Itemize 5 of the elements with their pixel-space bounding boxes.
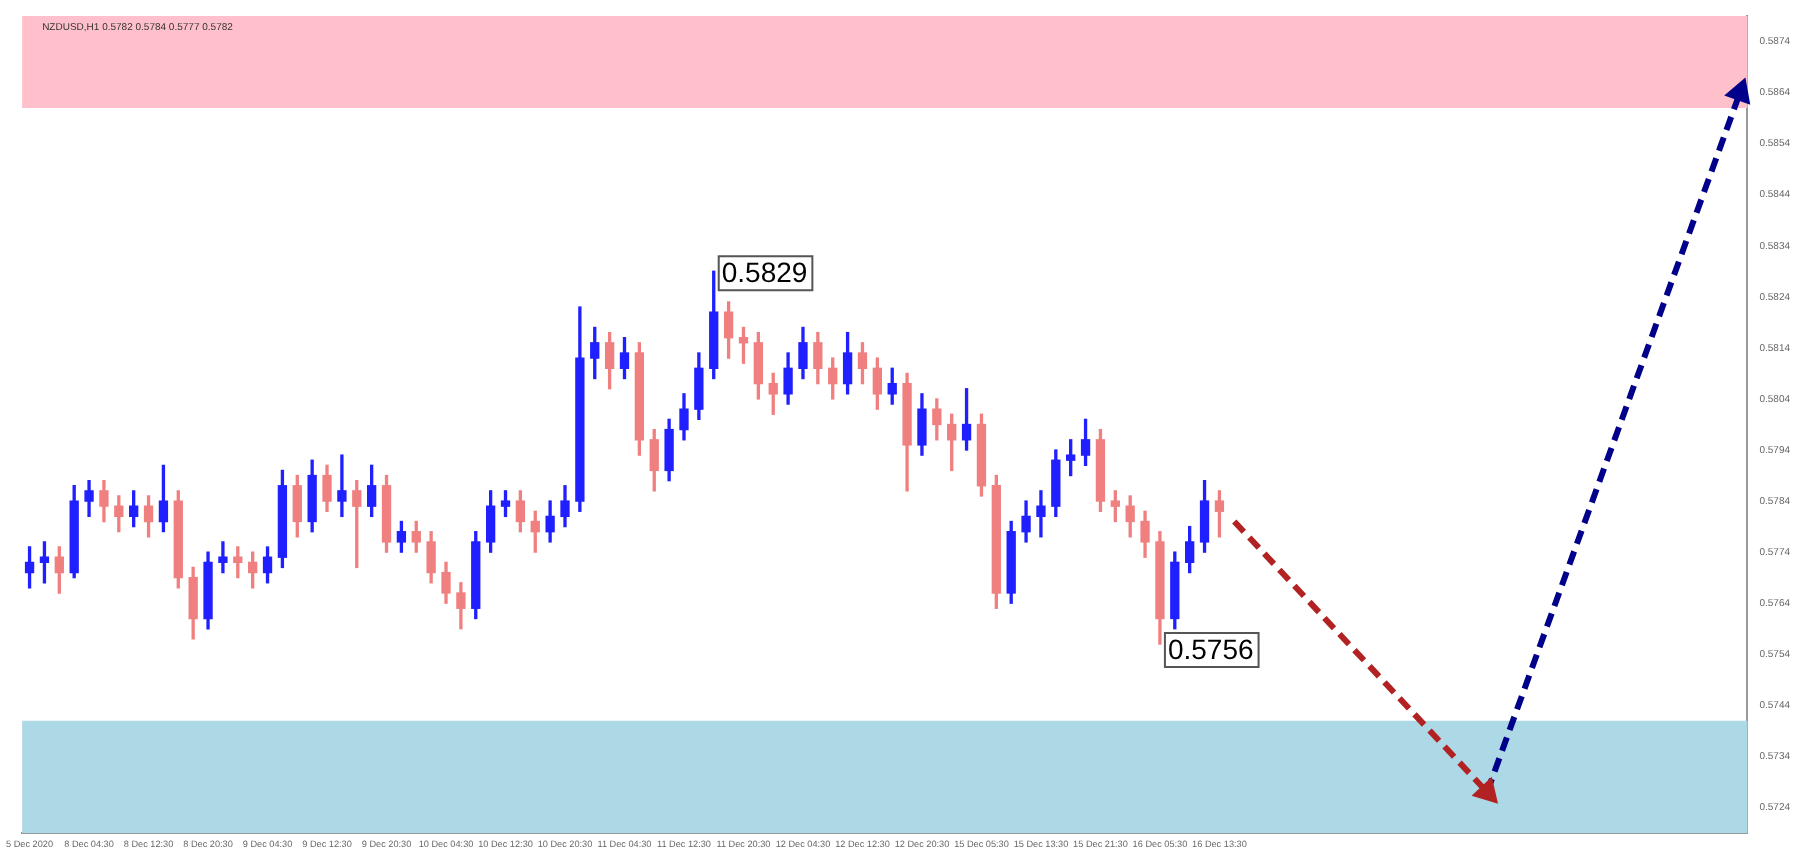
candlestick <box>218 541 228 574</box>
candlestick <box>1036 490 1046 538</box>
candlestick <box>337 454 347 518</box>
annotation: 0.5756 <box>1167 632 1254 665</box>
annotation: 0.5829 <box>721 256 808 289</box>
